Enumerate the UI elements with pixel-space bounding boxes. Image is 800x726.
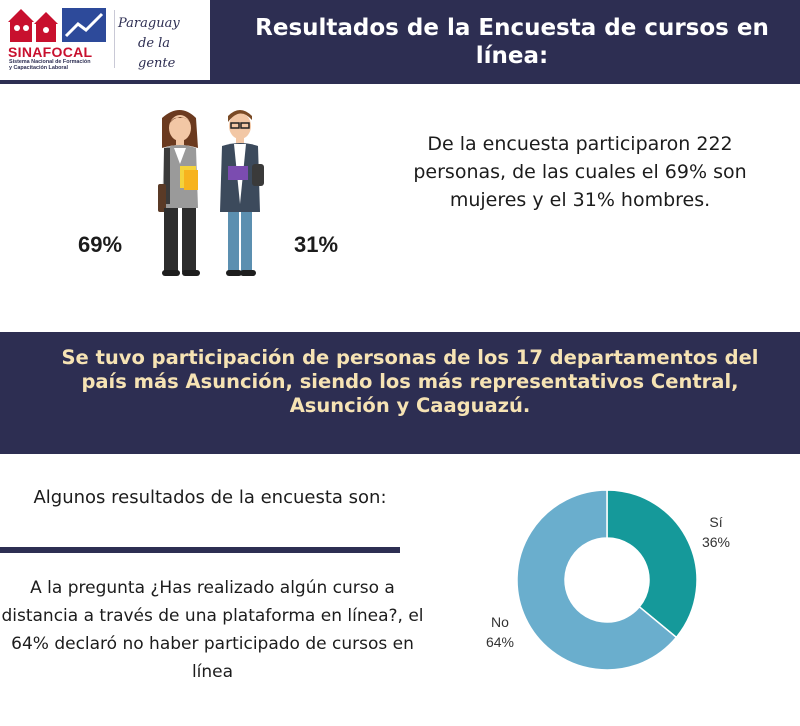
results-divider	[0, 547, 400, 553]
sinafocal-logo-icon	[8, 6, 108, 44]
students-illustration	[158, 110, 264, 276]
woman-figure	[158, 110, 200, 276]
logo: SINAFOCAL Sistema Nacional de Formación …	[0, 0, 210, 80]
men-percentage: 31%	[294, 232, 339, 257]
logo-name: SINAFOCAL	[8, 44, 93, 60]
women-percentage: 69%	[78, 232, 123, 257]
logo-subtitle: Sistema Nacional de Formación y Capacita…	[9, 59, 113, 71]
slice-label-si: Sí 36%	[696, 512, 736, 552]
donut-slice-si	[606, 489, 698, 639]
results-heading: Algunos resultados de la encuesta son:	[33, 487, 387, 508]
slice-label-no-value: 64%	[485, 634, 515, 650]
survey-question-text: A la pregunta ¿Has realizado algún curso…	[1, 578, 424, 682]
donut-chart-svg	[516, 489, 698, 671]
highlight-band-text: Se tuvo participación de personas de los…	[61, 346, 759, 417]
logo-divider	[114, 10, 115, 68]
slice-label-no-name: No	[491, 614, 509, 630]
page-title: Resultados de la Encuesta de cursos en l…	[255, 15, 769, 69]
logo-subtitle-line1: Sistema Nacional de Formación	[9, 59, 91, 65]
logo-slogan-line1: Paraguay	[118, 16, 180, 31]
donut-chart: Sí 36% No 64%	[440, 470, 780, 700]
participation-summary: De la encuesta participaron 222 personas…	[413, 133, 747, 211]
slice-label-no: No 64%	[480, 612, 520, 652]
slice-label-si-name: Sí	[709, 514, 723, 530]
donut-slice-no	[516, 489, 678, 671]
logo-slogan: Paraguay de la gente	[118, 14, 206, 74]
highlight-band	[0, 332, 800, 454]
header-banner: SINAFOCAL Sistema Nacional de Formación …	[0, 0, 800, 84]
logo-slogan-line2: de la gente	[138, 36, 176, 71]
logo-subtitle-line2: y Capacitación Laboral	[9, 65, 69, 71]
man-figure	[220, 110, 264, 276]
slice-label-si-value: 36%	[701, 534, 731, 550]
